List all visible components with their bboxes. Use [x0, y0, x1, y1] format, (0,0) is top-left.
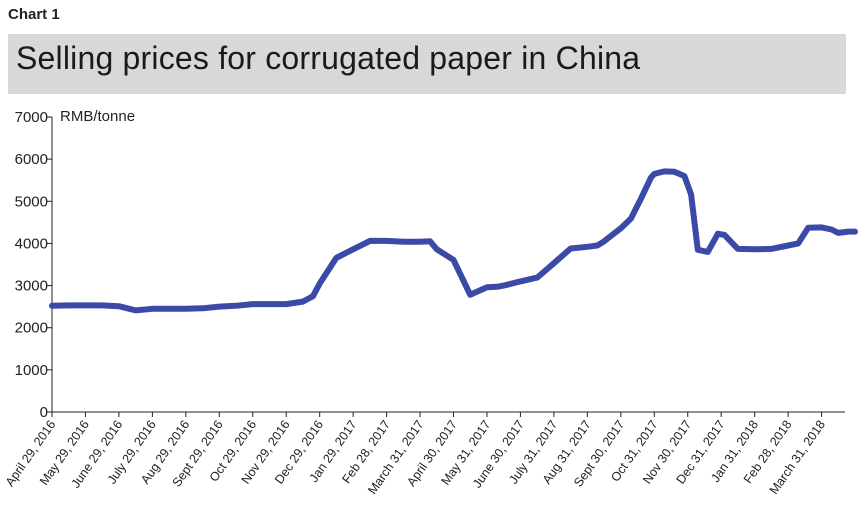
data-point	[419, 241, 421, 243]
y-tick-label: 7000	[15, 109, 48, 126]
data-point	[707, 251, 709, 253]
data-point	[386, 240, 388, 242]
data-point	[402, 241, 404, 243]
data-point	[847, 231, 849, 233]
title-band: Selling prices for corrugated paper in C…	[8, 34, 846, 94]
data-point	[463, 280, 465, 282]
y-tick-label: 2000	[15, 320, 48, 337]
data-point	[168, 308, 170, 310]
data-point	[653, 173, 655, 175]
data-point	[68, 304, 70, 306]
chart-title: Selling prices for corrugated paper in C…	[16, 40, 641, 76]
data-point	[252, 303, 254, 305]
data-point	[663, 170, 665, 172]
data-point	[118, 305, 120, 307]
data-point	[837, 232, 839, 234]
data-point	[754, 248, 756, 250]
y-tick-label: 1000	[15, 362, 48, 379]
data-point	[770, 248, 772, 250]
data-point	[807, 227, 809, 229]
data-point	[235, 305, 237, 307]
series-line	[49, 168, 858, 314]
data-point	[603, 240, 605, 242]
data-point	[831, 229, 833, 230]
data-point	[496, 286, 498, 288]
data-point	[319, 283, 321, 284]
data-point	[854, 231, 856, 233]
y-axis: 0 1000 2000 3000 4000 5000 6000 7000	[15, 109, 53, 421]
data-point	[85, 304, 86, 306]
data-point	[135, 309, 137, 311]
y-tick-label: 0	[40, 404, 48, 421]
data-point	[596, 245, 598, 246]
data-point	[586, 246, 588, 248]
data-point	[185, 308, 187, 310]
data-point	[436, 248, 438, 250]
data-point	[673, 171, 675, 173]
y-unit-label: RMB/tonne	[60, 108, 135, 125]
data-point	[429, 240, 431, 242]
data-point	[369, 240, 371, 242]
data-point	[650, 177, 652, 179]
y-tick-label: 3000	[15, 278, 48, 295]
data-point	[412, 241, 414, 243]
chart-label: Chart 1	[8, 6, 60, 23]
data-point	[724, 234, 725, 236]
data-point	[690, 194, 692, 195]
data-point	[620, 227, 622, 229]
data-point	[151, 308, 153, 310]
data-point	[697, 249, 699, 251]
data-point	[630, 218, 632, 220]
data-point	[312, 295, 314, 297]
data-point	[352, 248, 354, 250]
data-point	[469, 294, 471, 296]
data-point	[821, 226, 823, 228]
data-point	[218, 306, 220, 308]
data-point	[787, 245, 789, 246]
y-tick-label: 5000	[15, 193, 48, 210]
data-point	[51, 305, 53, 307]
data-point	[101, 304, 103, 306]
data-point	[503, 285, 505, 287]
data-point	[519, 280, 521, 282]
data-point	[269, 303, 270, 305]
data-point	[302, 301, 304, 303]
y-tick-label: 4000	[15, 235, 48, 252]
y-tick-label: 6000	[15, 151, 48, 168]
data-point	[536, 277, 538, 279]
data-point	[797, 242, 799, 244]
data-point	[553, 262, 555, 264]
data-point	[335, 257, 337, 259]
data-point	[453, 259, 454, 261]
data-point	[570, 248, 572, 249]
data-point	[202, 307, 204, 309]
data-point	[717, 233, 719, 235]
data-point	[737, 248, 739, 250]
data-point	[640, 198, 642, 200]
data-point	[683, 175, 685, 177]
plot-area	[49, 168, 858, 314]
data-point	[486, 286, 488, 288]
data-point	[285, 303, 287, 305]
